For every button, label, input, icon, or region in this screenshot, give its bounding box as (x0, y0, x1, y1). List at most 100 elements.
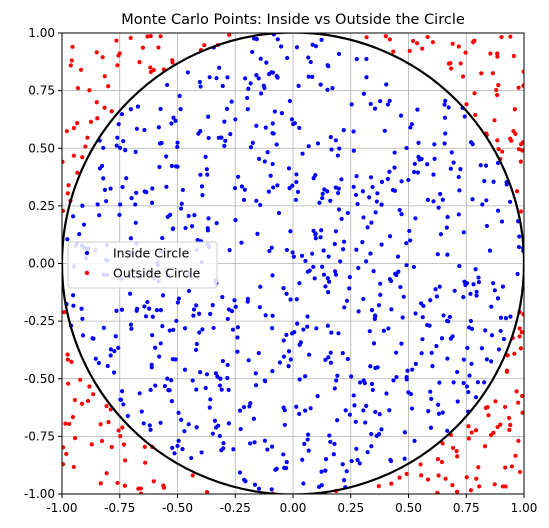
point-inside (186, 288, 192, 294)
point-inside (185, 70, 190, 75)
point-inside (444, 225, 449, 230)
point-inside (368, 101, 373, 107)
point-inside (175, 144, 180, 150)
point-inside (124, 176, 129, 181)
point-inside (214, 425, 219, 430)
point-inside (281, 354, 287, 359)
point-inside (354, 446, 359, 451)
point-inside (212, 418, 218, 423)
point-inside (412, 169, 417, 175)
point-inside (175, 443, 180, 448)
point-inside (147, 423, 152, 428)
x-tick-label: -0.25 (220, 501, 251, 515)
point-inside (306, 74, 311, 79)
point-inside (468, 291, 473, 296)
point-outside (519, 330, 524, 335)
point-outside (454, 489, 460, 494)
point-outside (425, 477, 431, 482)
point-inside (434, 294, 440, 299)
point-inside (325, 87, 330, 92)
point-inside (438, 232, 444, 237)
point-inside (263, 313, 268, 318)
point-inside (175, 140, 180, 145)
point-outside (148, 65, 153, 70)
point-inside (489, 333, 495, 338)
point-inside (440, 410, 445, 415)
point-inside (179, 206, 184, 211)
point-outside (456, 44, 461, 49)
point-outside (499, 34, 504, 40)
point-inside (392, 188, 398, 193)
point-inside (483, 328, 488, 333)
point-inside (310, 74, 315, 79)
point-inside (305, 324, 310, 329)
point-inside (305, 432, 311, 437)
point-inside (105, 363, 110, 369)
point-inside (431, 172, 436, 177)
point-inside (294, 172, 299, 177)
point-inside (336, 190, 341, 196)
point-inside (466, 325, 472, 330)
point-inside (445, 356, 450, 361)
point-inside (368, 175, 374, 180)
point-inside (290, 183, 295, 188)
point-outside (78, 67, 84, 72)
point-outside (517, 469, 523, 475)
point-inside (171, 327, 176, 332)
point-outside (449, 66, 454, 71)
point-inside (207, 75, 212, 80)
point-inside (258, 202, 263, 208)
y-tick-label: 0.00 (28, 257, 55, 271)
point-inside (462, 279, 467, 284)
point-outside (495, 424, 500, 430)
point-inside (420, 315, 425, 320)
point-outside (505, 353, 510, 358)
point-inside (258, 91, 264, 96)
point-outside (69, 359, 74, 364)
point-inside (451, 160, 456, 165)
point-inside (354, 174, 359, 179)
point-inside (351, 129, 356, 134)
point-inside (241, 197, 247, 203)
point-inside (207, 405, 212, 410)
point-outside (83, 144, 88, 149)
point-inside (254, 383, 259, 388)
point-inside (409, 122, 414, 127)
point-inside (360, 189, 365, 194)
point-inside (384, 391, 389, 396)
point-inside (200, 192, 205, 198)
point-inside (416, 140, 421, 145)
point-inside (262, 438, 268, 443)
point-inside (197, 311, 202, 316)
point-inside (363, 420, 368, 425)
point-inside (333, 229, 339, 234)
point-inside (317, 200, 322, 205)
point-inside (274, 73, 279, 79)
point-inside (426, 409, 431, 414)
point-inside (284, 332, 289, 337)
point-inside (232, 186, 238, 191)
point-inside (263, 378, 268, 384)
point-inside (341, 239, 347, 244)
point-inside (305, 437, 310, 442)
point-inside (336, 51, 342, 57)
point-inside (375, 191, 380, 196)
point-outside (114, 38, 119, 43)
point-inside (355, 457, 360, 463)
point-inside (248, 401, 253, 406)
point-inside (313, 44, 319, 49)
point-inside (262, 85, 267, 91)
point-inside (160, 324, 165, 329)
point-inside (245, 299, 250, 304)
point-outside (75, 170, 80, 175)
point-inside (120, 389, 125, 394)
point-inside (120, 184, 125, 190)
point-outside (516, 85, 521, 90)
point-inside (285, 55, 290, 61)
point-inside (369, 431, 374, 437)
point-outside (513, 131, 518, 136)
point-outside (98, 481, 103, 486)
point-inside (482, 178, 487, 184)
point-inside (237, 408, 243, 413)
point-inside (175, 164, 180, 169)
